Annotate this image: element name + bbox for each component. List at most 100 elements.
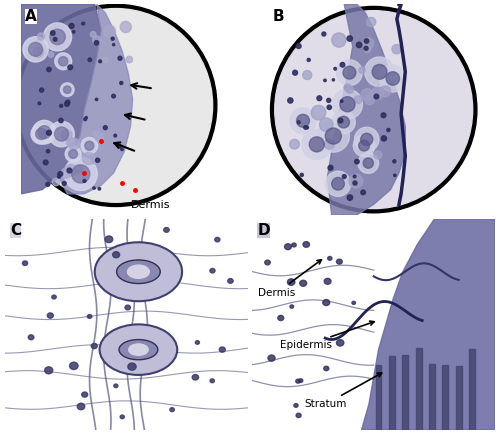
Circle shape	[52, 295, 56, 299]
Circle shape	[304, 126, 308, 129]
Circle shape	[90, 32, 96, 37]
Circle shape	[94, 41, 99, 45]
Circle shape	[102, 57, 108, 62]
Circle shape	[170, 408, 174, 411]
Circle shape	[328, 165, 333, 170]
Circle shape	[300, 280, 306, 286]
Circle shape	[290, 305, 294, 308]
Circle shape	[46, 150, 50, 153]
Circle shape	[343, 66, 356, 79]
Text: Dermis: Dermis	[258, 260, 322, 298]
Circle shape	[118, 56, 122, 60]
Circle shape	[353, 175, 356, 178]
Circle shape	[48, 313, 54, 318]
Circle shape	[38, 33, 44, 40]
Circle shape	[28, 43, 42, 56]
Circle shape	[33, 47, 43, 57]
Circle shape	[320, 118, 333, 132]
Circle shape	[381, 113, 386, 118]
Circle shape	[44, 160, 48, 165]
Circle shape	[64, 158, 98, 191]
Circle shape	[52, 178, 60, 186]
Circle shape	[60, 83, 74, 96]
Circle shape	[332, 110, 355, 134]
Circle shape	[356, 42, 362, 48]
Circle shape	[296, 44, 301, 49]
Circle shape	[288, 279, 295, 285]
Circle shape	[128, 363, 136, 370]
Circle shape	[290, 108, 316, 134]
Circle shape	[323, 299, 330, 306]
Polygon shape	[362, 219, 495, 430]
Circle shape	[62, 130, 72, 140]
Circle shape	[347, 195, 352, 201]
Circle shape	[91, 343, 98, 349]
Ellipse shape	[128, 265, 150, 278]
Bar	[416, 349, 422, 434]
Circle shape	[215, 237, 220, 242]
Circle shape	[82, 392, 87, 397]
Circle shape	[40, 88, 44, 92]
Circle shape	[338, 118, 343, 123]
Circle shape	[19, 9, 212, 202]
Circle shape	[326, 171, 350, 197]
Circle shape	[46, 130, 52, 135]
Circle shape	[354, 159, 359, 164]
Text: Dermis: Dermis	[130, 200, 170, 210]
Circle shape	[265, 260, 270, 265]
Circle shape	[386, 72, 400, 85]
Circle shape	[111, 37, 114, 40]
Circle shape	[268, 355, 275, 361]
Circle shape	[120, 415, 124, 419]
Bar	[376, 365, 382, 434]
Circle shape	[70, 362, 78, 369]
Circle shape	[220, 347, 226, 352]
Circle shape	[114, 134, 116, 137]
Circle shape	[68, 65, 72, 70]
Circle shape	[38, 102, 41, 105]
Circle shape	[77, 403, 84, 410]
Circle shape	[353, 181, 357, 185]
Circle shape	[317, 120, 350, 152]
Circle shape	[28, 335, 34, 340]
Circle shape	[46, 182, 50, 186]
Circle shape	[58, 175, 60, 178]
Bar	[469, 349, 475, 434]
Circle shape	[302, 71, 312, 79]
Circle shape	[326, 128, 342, 144]
Circle shape	[394, 174, 396, 177]
Circle shape	[332, 178, 344, 190]
Circle shape	[112, 252, 119, 258]
Circle shape	[284, 244, 292, 250]
Circle shape	[336, 60, 362, 85]
Circle shape	[361, 89, 373, 100]
Circle shape	[374, 151, 382, 159]
Circle shape	[354, 96, 362, 103]
Circle shape	[120, 21, 132, 33]
Circle shape	[81, 138, 98, 154]
Polygon shape	[328, 4, 406, 215]
Circle shape	[104, 126, 108, 130]
Ellipse shape	[100, 324, 177, 375]
Circle shape	[380, 86, 390, 97]
Circle shape	[278, 316, 283, 321]
Circle shape	[210, 379, 214, 383]
Circle shape	[82, 22, 84, 25]
Circle shape	[65, 146, 81, 162]
Circle shape	[364, 39, 368, 43]
Circle shape	[290, 139, 300, 149]
Circle shape	[192, 375, 198, 380]
Circle shape	[96, 158, 100, 162]
Circle shape	[88, 58, 92, 62]
Circle shape	[344, 84, 352, 91]
Circle shape	[120, 148, 124, 151]
Circle shape	[364, 46, 371, 53]
Circle shape	[346, 86, 354, 93]
Circle shape	[66, 100, 70, 104]
Circle shape	[44, 23, 72, 51]
Text: B: B	[272, 9, 284, 23]
Circle shape	[164, 227, 169, 232]
Circle shape	[359, 67, 366, 73]
Bar	[429, 364, 435, 434]
Circle shape	[324, 366, 329, 371]
